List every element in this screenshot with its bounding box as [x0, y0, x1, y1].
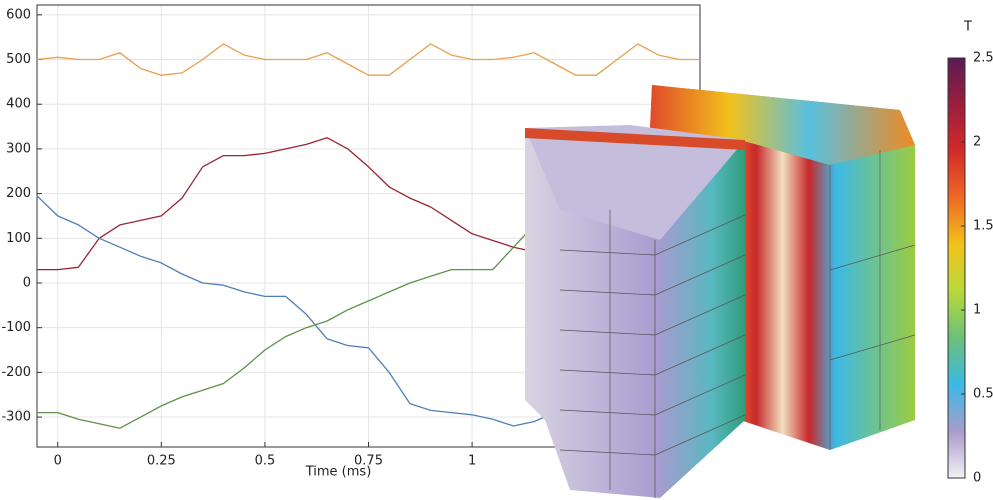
- x-tick-label: 0.5: [255, 454, 276, 469]
- colorbar-title: T: [963, 20, 972, 35]
- x-axis-label: Time (ms): [305, 465, 372, 480]
- y-tick-label: 200: [6, 186, 31, 201]
- rotor-block: [525, 128, 745, 498]
- colorbar-tick-label: 0.5: [973, 387, 993, 402]
- y-tick-label: 400: [6, 97, 31, 112]
- y-tick-label: 300: [6, 141, 31, 156]
- y-tick-label: -100: [1, 320, 31, 335]
- x-tick-label: 0: [54, 454, 62, 469]
- colorbar-tick-label: 1.5: [973, 219, 993, 234]
- mesh-lines: [559, 150, 916, 498]
- colorbar-tick-label: 1: [973, 303, 981, 318]
- stator-segment: [650, 85, 915, 450]
- x-tick-label: 0.25: [147, 454, 176, 469]
- y-tick-label: 0: [23, 275, 31, 290]
- motor-render: [525, 85, 916, 498]
- y-tick-label: -200: [1, 365, 31, 380]
- stator-top: [650, 85, 915, 165]
- series-line: [36, 43, 700, 76]
- colorbar: [947, 57, 966, 479]
- rotor-rim: [525, 128, 745, 150]
- y-tick-label: 100: [6, 231, 31, 246]
- x-tick-label: 1: [468, 454, 476, 469]
- colorbar-tick-label: 2: [973, 135, 981, 150]
- colorbar-tick-label: 0: [973, 471, 981, 486]
- colorbar-tick-label: 2.5: [973, 51, 993, 66]
- plot-area: -300 -200 -100 0 100 200 300 400 500 600 0 0.25 0.5 0…: [1, 4, 701, 480]
- y-tick-label: 600: [6, 7, 31, 22]
- x-tick-label: 0.75: [354, 454, 383, 469]
- rotor-top: [525, 125, 745, 240]
- y-tick-label: 500: [6, 52, 31, 67]
- y-tick-label: -300: [1, 410, 31, 425]
